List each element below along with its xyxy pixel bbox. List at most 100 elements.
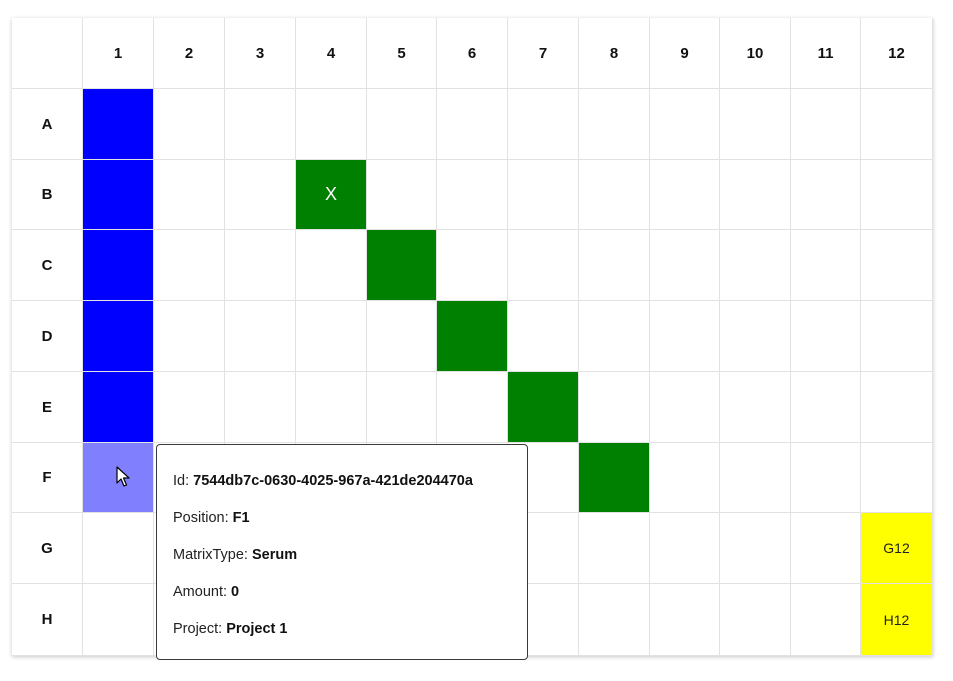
well-A2[interactable] [154,89,225,160]
well-F9[interactable] [650,443,720,513]
well-A11[interactable] [791,89,861,160]
well-G9[interactable] [650,513,720,584]
well-A1[interactable] [83,89,154,160]
column-header-12: 12 [861,18,933,89]
well-G1[interactable] [83,513,154,584]
well-D8[interactable] [579,301,650,372]
well-G12[interactable]: G12 [861,513,933,584]
well-E7[interactable] [508,372,579,443]
well-A6[interactable] [437,89,508,160]
well-C4[interactable] [296,230,367,301]
tooltip-project-label: Project: [173,621,227,637]
well-D12[interactable] [861,301,933,372]
tooltip-amount-value: 0 [231,584,240,600]
well-A5[interactable] [367,89,437,160]
well-B11[interactable] [791,160,861,230]
well-G11[interactable] [791,513,861,584]
well-D2[interactable] [154,301,225,372]
row-header-D: D [12,301,83,372]
well-label: G12 [883,540,910,556]
well-H11[interactable] [791,584,861,656]
tooltip-id-row: Id: 7544db7c-0630-4025-967a-421de204470a [173,471,527,508]
well-D3[interactable] [225,301,296,372]
well-D6[interactable] [437,301,508,372]
well-D11[interactable] [791,301,861,372]
well-C10[interactable] [720,230,791,301]
well-C8[interactable] [579,230,650,301]
well-E2[interactable] [154,372,225,443]
well-B9[interactable] [650,160,720,230]
well-D10[interactable] [720,301,791,372]
well-C12[interactable] [861,230,933,301]
column-header-1: 1 [83,18,154,89]
well-A10[interactable] [720,89,791,160]
well-D7[interactable] [508,301,579,372]
row-header-G: G [12,513,83,584]
well-A9[interactable] [650,89,720,160]
well-E4[interactable] [296,372,367,443]
well-E1[interactable] [83,372,154,443]
well-C9[interactable] [650,230,720,301]
well-D5[interactable] [367,301,437,372]
row-header-A: A [12,89,83,160]
well-B5[interactable] [367,160,437,230]
well-B6[interactable] [437,160,508,230]
well-H8[interactable] [579,584,650,656]
well-F10[interactable] [720,443,791,513]
mouse-pointer-icon [116,466,130,487]
tooltip-matrix-row: MatrixType: Serum [173,545,527,582]
well-E9[interactable] [650,372,720,443]
well-A7[interactable] [508,89,579,160]
well-C3[interactable] [225,230,296,301]
well-H7[interactable] [508,584,579,656]
well-E3[interactable] [225,372,296,443]
well-C7[interactable] [508,230,579,301]
well-B2[interactable] [154,160,225,230]
well-H12[interactable]: H12 [861,584,933,656]
well-C11[interactable] [791,230,861,301]
well-label: H12 [883,611,910,628]
column-header-8: 8 [579,18,650,89]
well-A8[interactable] [579,89,650,160]
row-header-E: E [12,372,83,443]
well-A12[interactable] [861,89,933,160]
tooltip-matrix-value: Serum [251,547,298,563]
well-B3[interactable] [225,160,296,230]
well-E12[interactable] [861,372,933,443]
well-H10[interactable] [720,584,791,656]
well-E10[interactable] [720,372,791,443]
well-B7[interactable] [508,160,579,230]
well-B4[interactable]: X [296,160,367,230]
row-header-C: C [12,230,83,301]
well-D1[interactable] [83,301,154,372]
well-C2[interactable] [154,230,225,301]
well-F11[interactable] [791,443,861,513]
tooltip-amount-label: Amount: [173,584,232,600]
well-H1[interactable] [83,584,154,656]
well-B1[interactable] [83,160,154,230]
well-C1[interactable] [83,230,154,301]
well-F8[interactable] [579,443,650,513]
well-H9[interactable] [650,584,720,656]
well-G10[interactable] [720,513,791,584]
well-C5[interactable] [367,230,437,301]
well-B8[interactable] [579,160,650,230]
well-E8[interactable] [579,372,650,443]
corner-cell [12,18,83,89]
well-D9[interactable] [650,301,720,372]
well-E11[interactable] [791,372,861,443]
well-G7[interactable] [508,513,579,584]
well-label: X [324,184,337,204]
well-G8[interactable] [579,513,650,584]
well-B12[interactable] [861,160,933,230]
well-B10[interactable] [720,160,791,230]
well-D4[interactable] [296,301,367,372]
well-F7[interactable] [508,443,579,513]
well-tooltip: Id: 7544db7c-0630-4025-967a-421de204470a… [156,444,528,660]
well-F12[interactable] [861,443,933,513]
well-C6[interactable] [437,230,508,301]
well-A3[interactable] [225,89,296,160]
well-E6[interactable] [437,372,508,443]
well-E5[interactable] [367,372,437,443]
well-A4[interactable] [296,89,367,160]
